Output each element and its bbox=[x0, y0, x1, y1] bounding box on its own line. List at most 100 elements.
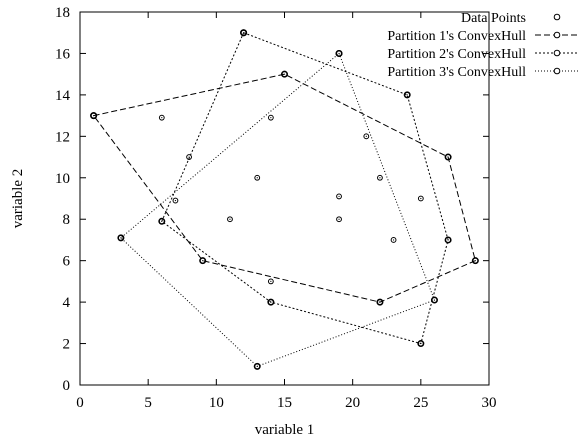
legend-marker bbox=[553, 67, 561, 75]
legend: Data Points Partition 1's ConvexHull Parti… bbox=[387, 11, 579, 80]
hull-line-partition-3 bbox=[120, 53, 436, 367]
tick-layer: 0 5 10 15 20 25 30 0 2 4 6 8 10 12 14 16 18 bbox=[55, 5, 497, 411]
data-point-ring bbox=[227, 216, 233, 223]
data-point-ring bbox=[445, 237, 452, 243]
hull-vertex-marker bbox=[281, 70, 288, 78]
legend-label: Partition 2's ConvexHull bbox=[387, 47, 526, 62]
data-point-dot bbox=[338, 195, 340, 198]
data-point bbox=[172, 197, 179, 204]
data-point-ring bbox=[158, 114, 165, 121]
data-point bbox=[90, 112, 97, 119]
x-tick-label: 0 bbox=[76, 395, 84, 411]
y-tick-label: 6 bbox=[63, 254, 71, 270]
data-point bbox=[404, 91, 411, 98]
data-point-ring bbox=[417, 195, 424, 202]
data-point bbox=[267, 278, 274, 285]
data-point-ring bbox=[377, 174, 383, 181]
data-point-ring bbox=[254, 363, 261, 370]
legend-label: Partition 3's ConvexHull bbox=[387, 65, 526, 80]
y-axis-label: variable 2 bbox=[10, 169, 26, 229]
data-point-dot bbox=[161, 117, 163, 119]
data-point-ring bbox=[363, 133, 370, 140]
data-point-ring bbox=[472, 257, 479, 264]
legend-marker bbox=[553, 31, 561, 39]
x-tick-label: 5 bbox=[144, 395, 152, 411]
data-point bbox=[267, 114, 274, 121]
data-point-ring bbox=[431, 297, 438, 303]
data-point-dot bbox=[420, 197, 422, 200]
hull-vertex-marker bbox=[430, 296, 438, 304]
data-point-ring bbox=[390, 237, 397, 243]
data-point-ring bbox=[172, 197, 179, 204]
hull-vertex-marker bbox=[267, 298, 275, 306]
data-point bbox=[336, 193, 342, 200]
data-point-dot bbox=[161, 220, 163, 222]
data-point bbox=[377, 299, 383, 306]
data-point-dot bbox=[174, 199, 177, 202]
y-tick-label: 16 bbox=[55, 46, 71, 62]
x-tick-label: 25 bbox=[413, 395, 428, 411]
data-point bbox=[377, 174, 383, 181]
data-point bbox=[158, 218, 165, 225]
data-point bbox=[158, 114, 165, 121]
data-point-dot bbox=[433, 299, 436, 301]
data-point-dot bbox=[270, 301, 272, 303]
y-tick-label: 2 bbox=[63, 337, 71, 353]
y-tick-label: 10 bbox=[55, 171, 70, 187]
data-point-ring bbox=[240, 29, 247, 36]
data-point-ring bbox=[90, 112, 97, 119]
hull-vertex-marker bbox=[403, 91, 411, 99]
y-tick-label: 8 bbox=[63, 212, 71, 228]
hull-vertex-marker bbox=[376, 298, 384, 306]
data-point bbox=[431, 297, 438, 303]
data-point bbox=[417, 340, 424, 347]
data-point-dot bbox=[283, 73, 286, 75]
hull-vertex-marker bbox=[117, 234, 125, 242]
data-point bbox=[417, 195, 424, 202]
data-point-dot bbox=[447, 239, 449, 241]
data-point bbox=[472, 257, 479, 264]
data-point-dot bbox=[120, 237, 122, 239]
hull-vertex-marker bbox=[90, 112, 98, 120]
legend-label: Data Points bbox=[461, 11, 526, 26]
data-point-dot bbox=[392, 239, 395, 241]
y-tick-label: 12 bbox=[55, 129, 70, 145]
data-point-dot bbox=[270, 117, 272, 119]
data-point bbox=[267, 299, 274, 306]
data-point-ring bbox=[267, 278, 274, 285]
data-point-dot bbox=[447, 156, 449, 158]
data-point-dot bbox=[379, 177, 381, 179]
data-point-ring bbox=[158, 218, 165, 225]
legend-marker bbox=[553, 49, 561, 57]
data-point-dot bbox=[93, 115, 95, 117]
data-point-ring bbox=[254, 174, 261, 181]
data-point bbox=[254, 363, 261, 370]
data-point-dot bbox=[365, 135, 367, 137]
data-point-ring bbox=[404, 91, 411, 98]
data-point-dot bbox=[243, 32, 245, 34]
data-point-ring bbox=[118, 234, 124, 241]
x-tick-label: 10 bbox=[209, 395, 224, 411]
point-layer bbox=[90, 29, 479, 370]
hull-vertex-marker bbox=[240, 29, 248, 37]
data-point-ring bbox=[336, 50, 342, 57]
data-point bbox=[118, 234, 124, 241]
data-point-dot bbox=[188, 156, 190, 158]
data-point-dot bbox=[202, 260, 204, 262]
data-point-ring bbox=[377, 299, 383, 306]
data-point-dot bbox=[256, 365, 258, 367]
legend-label: Partition 1's ConvexHull bbox=[387, 29, 526, 44]
data-point-dot bbox=[256, 177, 258, 179]
hull-vertex-marker bbox=[253, 362, 261, 370]
x-axis-label: variable 1 bbox=[255, 422, 315, 438]
data-point bbox=[186, 154, 192, 160]
data-point-dot bbox=[229, 218, 231, 220]
data-point-dot bbox=[338, 52, 340, 55]
data-point-ring bbox=[445, 154, 452, 160]
y-tick-label: 18 bbox=[55, 5, 70, 21]
data-point-ring bbox=[417, 340, 424, 347]
data-point-dot bbox=[420, 342, 422, 345]
data-point-ring bbox=[336, 193, 342, 200]
data-point bbox=[254, 174, 261, 181]
